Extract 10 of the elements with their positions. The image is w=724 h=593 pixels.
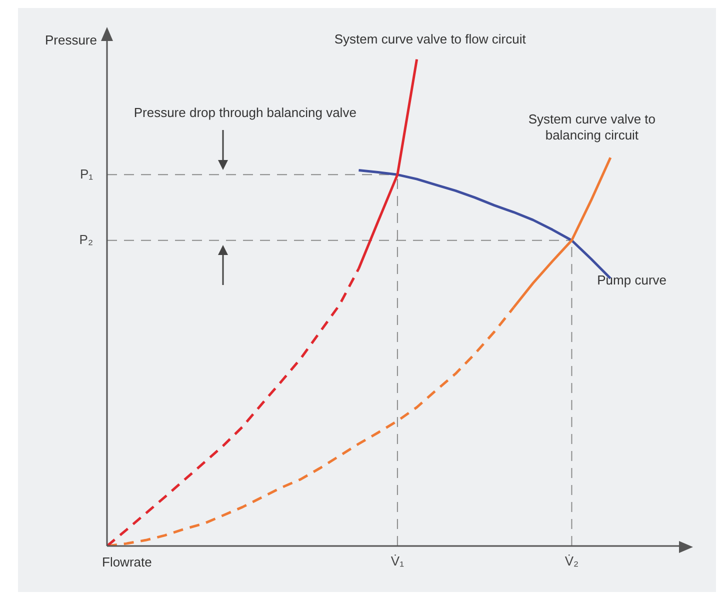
annotation: Pump curve <box>597 272 667 288</box>
annotation: System curve valve to balancing circuit <box>528 112 656 143</box>
x-tick-label: V̇₂ <box>564 553 579 568</box>
x-tick-label: V̇₁ <box>390 553 405 568</box>
y-axis-title: Pressure <box>44 32 97 48</box>
ref-line-label: P₂ <box>79 232 93 247</box>
annotation: Pressure drop through balancing valve <box>134 104 356 120</box>
text: System curve valve to flow circuit <box>334 32 526 47</box>
ref-line-label: P₁ <box>80 166 94 182</box>
x-axis-title: Flowrate <box>102 554 152 570</box>
